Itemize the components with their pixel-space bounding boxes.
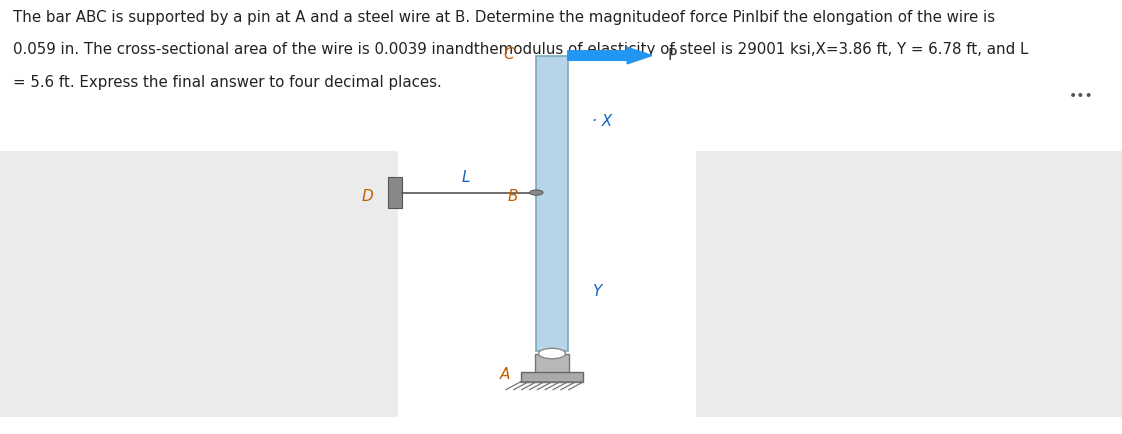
Bar (535, 354, 569, 373)
Text: B: B (508, 189, 518, 204)
Text: A: A (500, 367, 511, 381)
Text: L: L (461, 170, 470, 184)
Bar (388, 178, 402, 208)
Text: P: P (668, 48, 677, 63)
Text: D: D (362, 189, 374, 204)
Text: · X: · X (592, 114, 613, 129)
Bar (521, 372, 583, 382)
Bar (536, 56, 568, 352)
Text: 0.059 in. The cross-sectional area of the wire is 0.0039 inandthemodulus of elas: 0.059 in. The cross-sectional area of th… (13, 42, 1029, 57)
Bar (398, 152, 696, 417)
Text: = 5.6 ft. Express the final answer to four decimal places.: = 5.6 ft. Express the final answer to fo… (13, 75, 442, 89)
Text: •••: ••• (1069, 89, 1094, 102)
Text: The bar ABC is supported by a pin at A and a steel wire at B. Determine the magn: The bar ABC is supported by a pin at A a… (13, 10, 995, 24)
Text: C: C (504, 47, 514, 62)
Circle shape (539, 349, 565, 359)
Bar (0, 152, 398, 417)
Bar (696, 152, 1122, 417)
Circle shape (530, 191, 543, 196)
Text: Y: Y (592, 283, 601, 298)
FancyArrow shape (568, 48, 652, 65)
